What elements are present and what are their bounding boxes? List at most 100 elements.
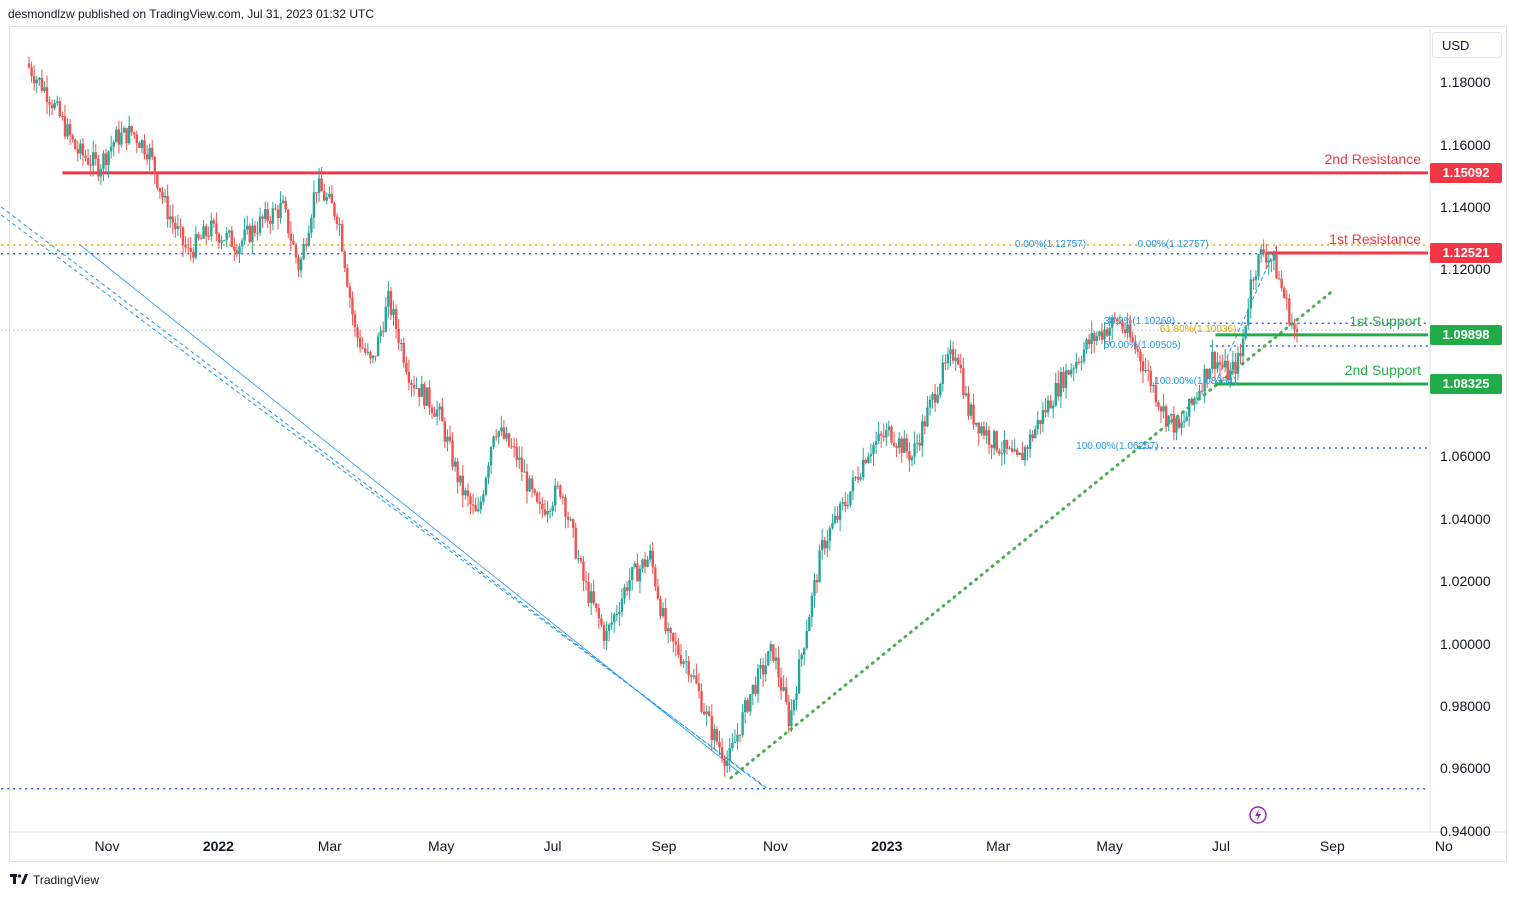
candle-body	[199, 238, 203, 240]
candle-body	[651, 550, 654, 568]
candle-body	[1046, 400, 1050, 413]
candle-body	[1193, 398, 1196, 404]
candle-body	[292, 240, 295, 245]
candle-body	[222, 240, 226, 242]
candle-body	[274, 208, 277, 210]
candle-body	[564, 497, 567, 517]
candle-body	[1134, 341, 1137, 350]
candle-body	[97, 158, 100, 177]
candle-body	[533, 489, 536, 493]
candle-body	[210, 220, 213, 237]
candle-body	[441, 406, 444, 422]
candle-body	[998, 450, 1001, 454]
candle-body	[890, 426, 893, 443]
candle-body	[507, 433, 511, 447]
candle-body	[58, 101, 62, 116]
channel-line	[0, 214, 769, 790]
candle-body	[574, 527, 577, 559]
candle-body	[754, 684, 757, 694]
candle-body	[790, 710, 793, 727]
candle-body	[1180, 422, 1183, 428]
x-tick-label: Mar	[317, 838, 342, 854]
candle-body	[1275, 253, 1278, 279]
candle-body	[469, 496, 472, 505]
candle-body	[736, 734, 739, 742]
candle-body	[443, 421, 447, 442]
candle-body	[792, 700, 796, 711]
candle-body	[245, 225, 249, 230]
candle-body	[779, 677, 783, 691]
y-tick-label: 1.06000	[1440, 448, 1491, 465]
candle-body	[687, 661, 690, 676]
candle-body	[1093, 333, 1096, 341]
candle-body	[407, 371, 411, 383]
candle-body	[143, 140, 146, 155]
candle-body	[104, 153, 108, 166]
candle-body	[1149, 370, 1152, 387]
candle-body	[692, 675, 696, 677]
candle-body	[53, 102, 56, 109]
candle-body	[358, 337, 362, 348]
fib-level-label: 50.00%(1.09505)	[1104, 340, 1181, 352]
candle-body	[769, 644, 773, 652]
lightning-icon[interactable]	[1249, 806, 1267, 824]
candle-body	[176, 226, 180, 229]
candle-body	[569, 519, 572, 521]
candle-body	[135, 134, 139, 144]
candle-body	[61, 115, 64, 117]
candle-body	[220, 240, 223, 243]
candle-body	[94, 152, 97, 159]
candle-body	[382, 331, 385, 333]
candle-body	[279, 202, 282, 219]
candle-body	[204, 226, 208, 236]
candle-body	[186, 247, 190, 249]
candle-body	[1075, 361, 1078, 369]
candle-body	[674, 641, 678, 645]
candle-body	[880, 433, 883, 436]
fib-level-label: 100.00%(1.08354)	[1154, 376, 1237, 388]
candle-body	[967, 393, 970, 416]
candle-body	[733, 741, 737, 743]
candle-body	[305, 244, 308, 246]
candle-body	[525, 471, 529, 492]
fib-level-label: 38.2%(1.10269)	[1104, 316, 1176, 328]
candle-body	[32, 76, 36, 84]
candle-body	[761, 665, 765, 675]
candle-body	[1177, 418, 1181, 428]
candle-body	[446, 436, 449, 442]
candle-body	[985, 430, 988, 436]
candle-body	[946, 354, 950, 363]
candle-body	[312, 192, 316, 218]
candle-body	[253, 225, 257, 233]
candle-body	[610, 622, 613, 625]
candle-body	[451, 440, 454, 467]
candle-body	[1262, 249, 1265, 254]
candle-body	[515, 446, 518, 460]
candle-body	[1062, 372, 1065, 389]
candle-body	[1241, 338, 1245, 357]
candle-body	[1105, 329, 1109, 336]
chart-frame[interactable]	[9, 26, 1507, 862]
candle-body	[215, 223, 218, 235]
candle-body	[987, 430, 991, 445]
candle-body	[174, 222, 177, 229]
candle-body	[666, 628, 670, 632]
candle-body	[140, 140, 144, 148]
candle-body	[325, 197, 328, 201]
candle-body	[895, 446, 898, 448]
candle-body	[192, 251, 195, 258]
candle-body	[625, 587, 629, 591]
candle-body	[74, 139, 77, 150]
candle-body	[179, 226, 182, 228]
candle-body	[743, 700, 747, 713]
candle-body	[294, 244, 298, 258]
candle-body	[1100, 331, 1104, 340]
candle-body	[813, 579, 816, 596]
currency-button[interactable]: USD	[1432, 32, 1502, 58]
candle-body	[1236, 353, 1240, 374]
candle-body	[284, 200, 287, 210]
candle-body	[885, 430, 888, 438]
candle-body	[43, 87, 46, 91]
x-tick-label: Nov	[94, 838, 120, 854]
